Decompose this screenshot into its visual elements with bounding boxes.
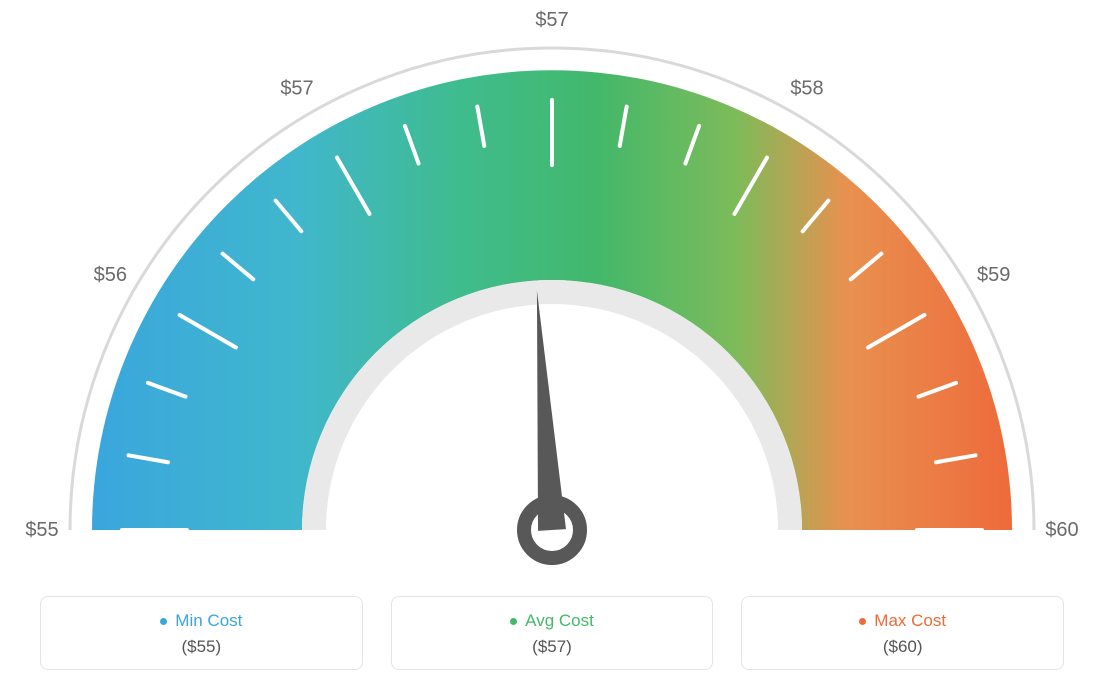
dot-icon — [859, 618, 866, 625]
legend-value-avg: ($57) — [410, 637, 695, 657]
legend-card-min: Min Cost ($55) — [40, 596, 363, 670]
gauge-tick-label: $56 — [94, 264, 127, 286]
legend-label: Max Cost — [874, 611, 946, 631]
legend-value-min: ($55) — [59, 637, 344, 657]
chart-container: $55 $56 $57 $57 $58 $59 $60 Min Cost ($55) Avg… — [0, 0, 1104, 690]
legend-value-max: ($60) — [760, 637, 1045, 657]
gauge-tick-label: $58 — [790, 77, 823, 99]
legend-title-avg: Avg Cost — [510, 611, 594, 631]
gauge-needle — [537, 290, 566, 530]
legend-card-avg: Avg Cost ($57) — [391, 596, 714, 670]
gauge-tick-label: $57 — [535, 9, 568, 31]
gauge-tick-label: $60 — [1045, 519, 1078, 541]
gauge-tick-label: $55 — [25, 519, 58, 541]
legend-title-min: Min Cost — [160, 611, 242, 631]
legend-label: Avg Cost — [525, 611, 594, 631]
legend-title-max: Max Cost — [859, 611, 946, 631]
gauge-chart: $55 $56 $57 $57 $58 $59 $60 — [0, 0, 1104, 570]
gauge-tick-label: $57 — [280, 77, 313, 99]
legend-card-max: Max Cost ($60) — [741, 596, 1064, 670]
gauge-tick-label: $59 — [977, 264, 1010, 286]
dot-icon — [160, 618, 167, 625]
legend-row: Min Cost ($55) Avg Cost ($57) Max Cost (… — [0, 596, 1104, 670]
legend-label: Min Cost — [175, 611, 242, 631]
dot-icon — [510, 618, 517, 625]
